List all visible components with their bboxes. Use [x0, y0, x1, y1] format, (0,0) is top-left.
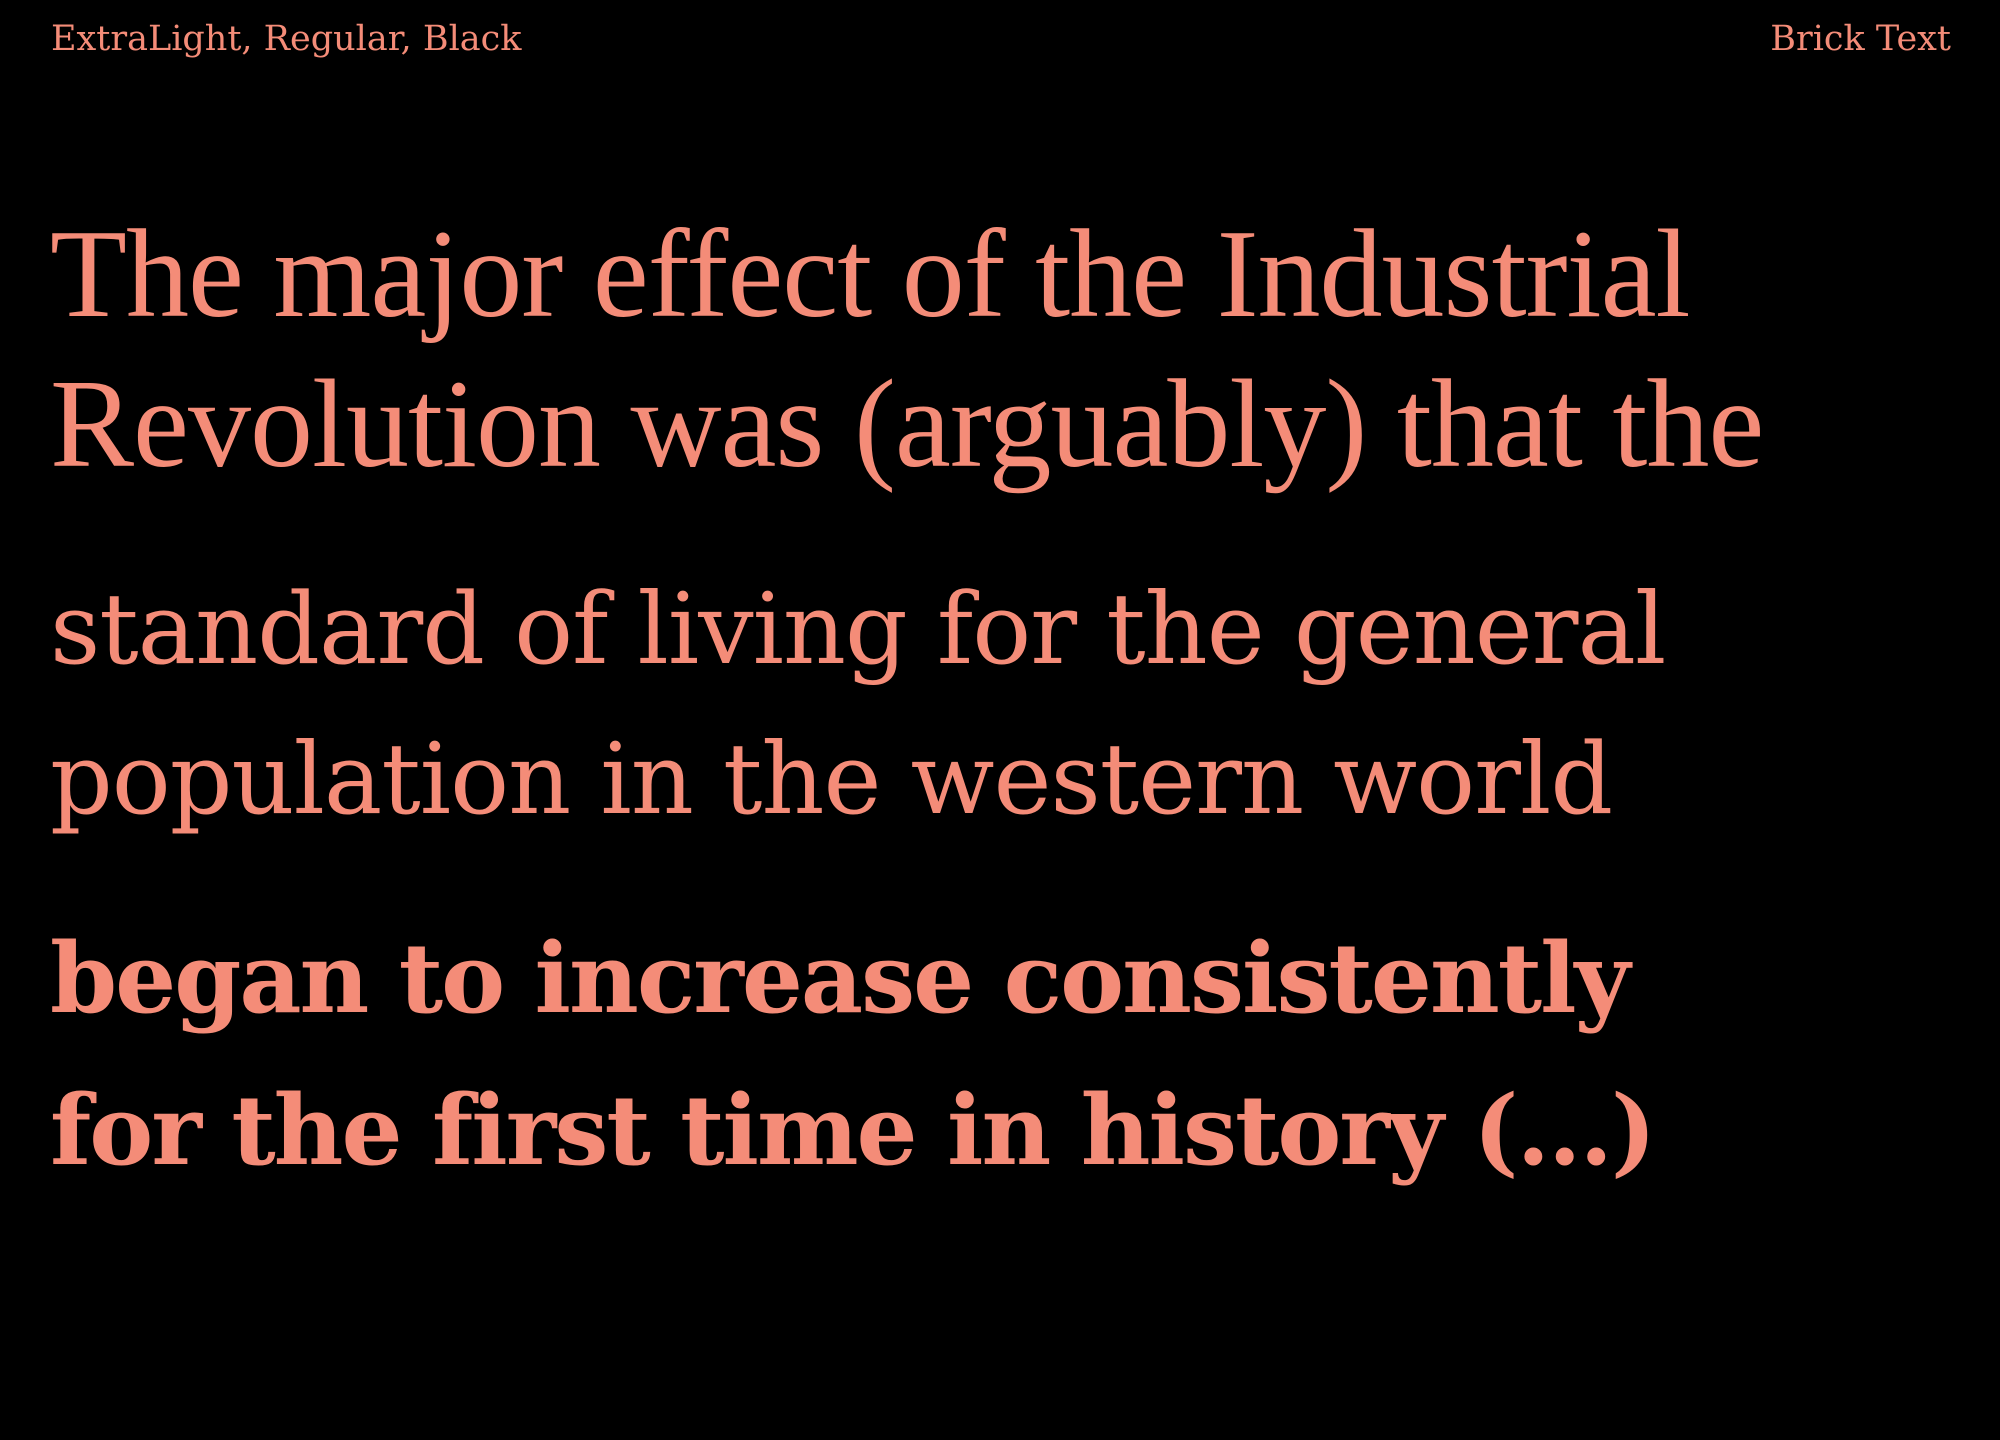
black-text-block: began to increase consistently for the f… [50, 903, 1656, 1207]
regular-line: population in the western world [50, 723, 1613, 837]
black-line: for the first time in history (...) [50, 1074, 1656, 1187]
font-name-label: Brick Text [1770, 19, 1951, 59]
black-line: began to increase consistently [50, 922, 1630, 1035]
regular-line: standard of living for the general [50, 573, 1666, 687]
extralight-line: The major effect of the Industrial [50, 205, 1691, 344]
extralight-text-block: The major effect of the Industrial Revol… [50, 200, 1764, 500]
regular-text-block: standard of living for the general popul… [50, 555, 1666, 855]
header: ExtraLight, Regular, Black Brick Text [51, 14, 1951, 64]
weights-label: ExtraLight, Regular, Black [51, 19, 522, 59]
extralight-line: Revolution was (arguably) that the [50, 355, 1764, 494]
